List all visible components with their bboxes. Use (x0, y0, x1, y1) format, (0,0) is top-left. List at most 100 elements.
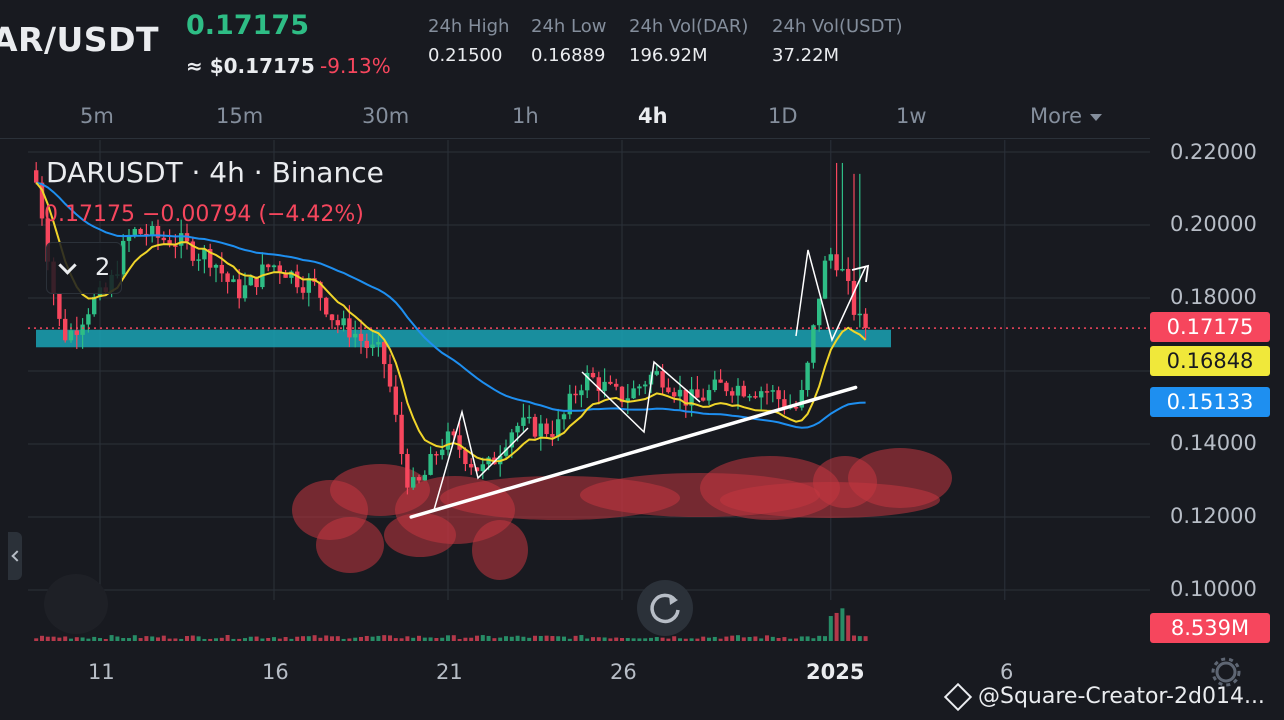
candle-body (196, 259, 201, 261)
ma-fast-badge: 0.16848 (1150, 346, 1270, 376)
tab-1d[interactable]: 1D (768, 104, 798, 128)
volume-bar (231, 638, 236, 641)
volume-bar (74, 637, 79, 641)
candle-body (190, 241, 195, 261)
volume-bar (620, 637, 624, 641)
volume-bar (556, 636, 561, 641)
tab-more[interactable]: More (1030, 104, 1102, 128)
candle-body (590, 372, 596, 378)
volume-bar (167, 638, 172, 641)
candle-body (863, 313, 868, 329)
volume-bar (237, 638, 242, 641)
creator-watermark: @Square-Creator-2d014... (943, 682, 1265, 712)
volume-bar (185, 636, 189, 641)
volume-bar (538, 635, 543, 641)
approx-usd-price: ≈ $0.17175 (186, 54, 315, 78)
volume-bar (202, 638, 207, 641)
volume-bar (463, 637, 468, 641)
tab-1h[interactable]: 1h (512, 104, 539, 128)
volume-bar (440, 637, 445, 641)
candle-body (561, 414, 567, 420)
volume-bar (736, 635, 740, 641)
candle-body (602, 381, 607, 391)
tab-4h[interactable]: 4h (638, 104, 668, 128)
stat-label: 24h Vol(DAR) (629, 16, 749, 37)
candle-body (846, 268, 851, 281)
volume-bar (138, 638, 143, 641)
tab-30m[interactable]: 30m (362, 104, 410, 128)
volume-bar (34, 638, 39, 641)
volume-bar (417, 635, 421, 641)
volume-bar (121, 638, 126, 641)
volume-bar (405, 636, 410, 641)
candle-body (289, 271, 294, 278)
y-tick: 0.22000 (1170, 140, 1257, 164)
volume-bar (289, 638, 294, 641)
candle-body (364, 340, 369, 348)
volume-bar (214, 638, 218, 641)
volume-bar (324, 635, 329, 641)
ma-slow-badge: 0.15133 (1150, 387, 1270, 417)
settings-gear-icon[interactable] (1210, 656, 1242, 688)
candle-body (74, 330, 79, 335)
volume-bar (637, 638, 642, 641)
volume-bar (712, 636, 717, 641)
volume-bar (701, 636, 706, 641)
tab-1w[interactable]: 1w (896, 104, 927, 128)
volume-bar (341, 638, 346, 641)
volume-bar (109, 635, 114, 641)
candle-body (817, 298, 822, 326)
volume-bar (631, 638, 636, 641)
stat-value: 196.92M (629, 45, 708, 66)
volume-bar (765, 635, 769, 641)
candle-body (387, 364, 393, 387)
candle-body (799, 390, 804, 408)
chart-grid (28, 140, 1150, 600)
volume-bar (92, 636, 97, 641)
volume-bar (422, 637, 427, 641)
candle-body (619, 386, 625, 403)
volume-bar (359, 636, 363, 641)
tab-5m[interactable]: 5m (80, 104, 114, 128)
indicator-toggle[interactable]: 2 (46, 242, 122, 294)
volume-bar (301, 636, 305, 641)
candle-body (486, 457, 491, 465)
candle-body (121, 240, 126, 275)
volume-bar (475, 635, 479, 641)
volume-bar (567, 638, 572, 641)
candle-body (770, 390, 775, 392)
candle-body (34, 170, 39, 183)
volume-bar (666, 638, 671, 641)
candle-body (683, 389, 688, 406)
candle-body (353, 333, 358, 338)
candle-body (805, 362, 810, 391)
volume-bar (283, 637, 288, 641)
volume-bar (446, 635, 450, 641)
candle-body (503, 447, 509, 456)
volume-bar (527, 637, 532, 641)
tab-15m[interactable]: 15m (216, 104, 264, 128)
volume-bar (150, 636, 155, 641)
candle-body (625, 398, 630, 403)
volume-bar (63, 636, 68, 641)
reset-chart-button[interactable] (637, 580, 693, 636)
red-scribble-blob (720, 482, 940, 518)
volume-bar (498, 637, 503, 641)
volume-bar (347, 638, 352, 641)
volume-bar (840, 608, 845, 641)
last-price-badge: 0.17175 (1150, 312, 1270, 342)
candle-body (457, 435, 462, 450)
candle-body (45, 218, 50, 262)
volume-bar (272, 637, 276, 641)
side-drawer-toggle[interactable] (8, 532, 22, 580)
candle-body (521, 417, 526, 426)
candle-body (764, 391, 770, 393)
volume-bar (69, 638, 73, 641)
candle-body (556, 419, 561, 437)
arrow-head (851, 264, 870, 283)
volume-bar (103, 638, 108, 641)
candle-body (318, 281, 323, 298)
candle-body (295, 271, 300, 288)
pair-title[interactable]: AR/USDT (0, 20, 159, 59)
